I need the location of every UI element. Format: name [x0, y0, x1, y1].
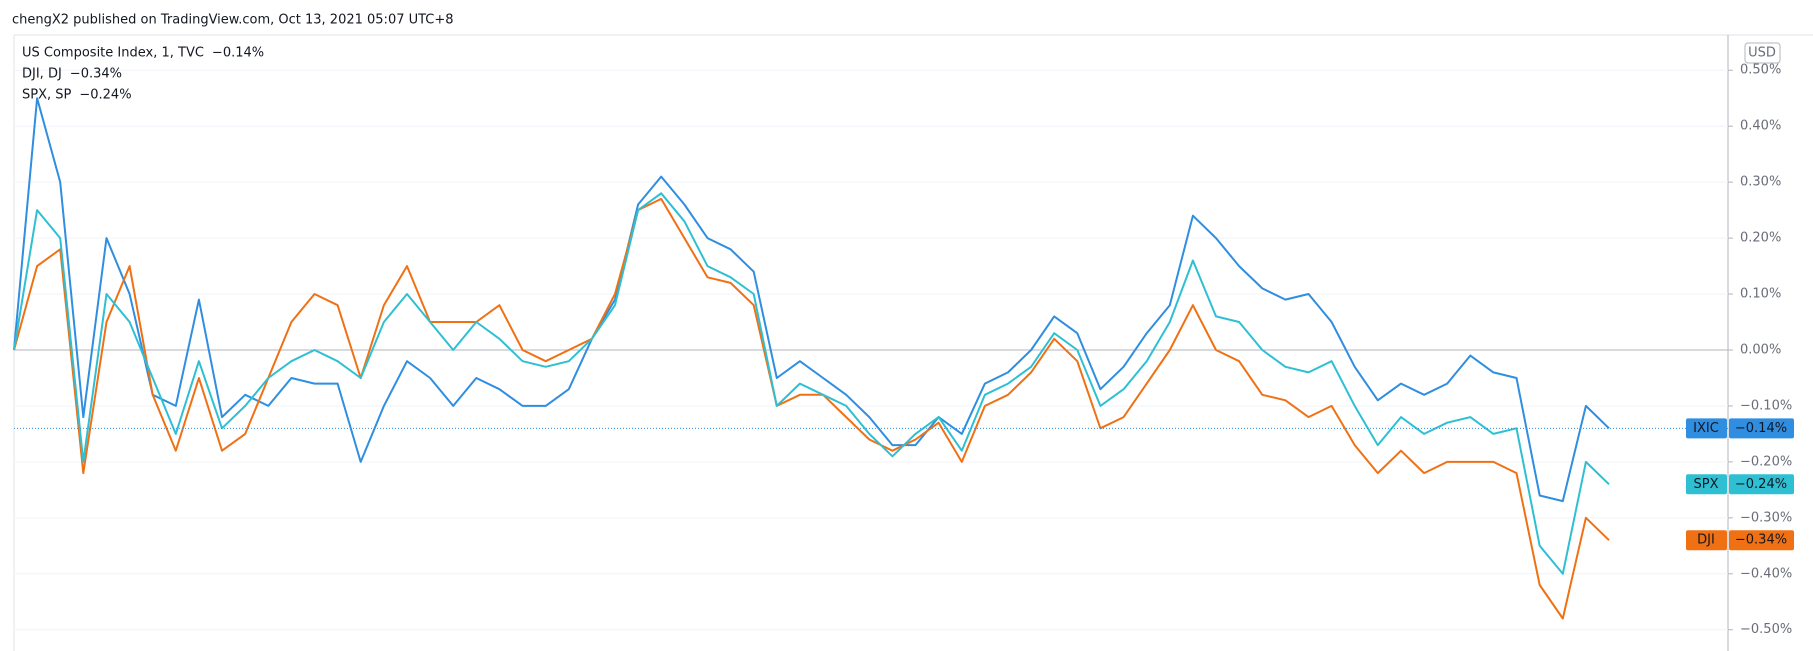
- price-tag-value-box: [1729, 530, 1794, 551]
- price-tag-value: −0.24%: [1735, 477, 1787, 492]
- y-tick-label: 0.30%: [1740, 175, 1781, 190]
- legend-value: −0.14%: [212, 46, 264, 61]
- legend-name: US Composite Index, 1, TVC: [22, 46, 204, 61]
- y-tick-label: −0.50%: [1740, 622, 1792, 637]
- price-tag-symbol: IXIC: [1693, 421, 1719, 436]
- legend-value: −0.34%: [70, 67, 122, 82]
- currency: USD: [1748, 46, 1776, 61]
- y-tick-label: 0.50%: [1740, 63, 1781, 78]
- y-tick-label: 0.00%: [1740, 342, 1781, 357]
- price-tag-value: −0.14%: [1735, 421, 1787, 436]
- y-tick-label: −0.20%: [1740, 454, 1792, 469]
- price-tag-symbol: SPX: [1694, 477, 1719, 492]
- y-tick-label: −0.30%: [1740, 510, 1792, 525]
- price-tag-value: −0.34%: [1735, 533, 1787, 548]
- price-tag-value-box: [1729, 418, 1794, 439]
- y-tick-label: 0.40%: [1740, 119, 1781, 134]
- price-tag-symbol-box: [1686, 474, 1727, 495]
- series-line: [13, 192, 1610, 575]
- price-tag-value-box: [1729, 474, 1794, 495]
- price-tag-symbol: DJI: [1697, 533, 1715, 548]
- legend-name: SPX, SP: [22, 88, 72, 103]
- price-tag-symbol-box: [1686, 418, 1727, 439]
- series-line: [13, 197, 1610, 620]
- series-line: [13, 97, 1610, 503]
- y-tick-label: 0.20%: [1740, 231, 1781, 246]
- legend-name: DJI, DJ: [22, 67, 62, 82]
- header: chengX2 published on TradingView.com, Oc…: [12, 13, 454, 28]
- legend-value: −0.24%: [79, 88, 131, 103]
- y-tick-label: −0.10%: [1740, 398, 1792, 413]
- y-tick-label: −0.40%: [1740, 566, 1792, 581]
- currency-box: [1744, 42, 1781, 64]
- y-tick-label: 0.10%: [1740, 287, 1781, 302]
- price-tag-symbol-box: [1686, 530, 1727, 551]
